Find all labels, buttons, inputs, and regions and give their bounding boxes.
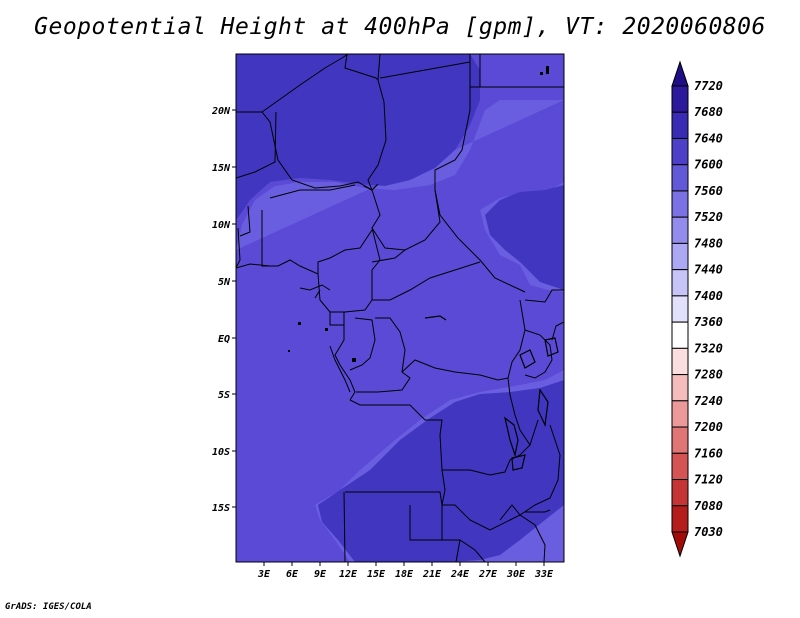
- colorbar-label: 7600: [694, 158, 723, 172]
- y-tick-label: 5S: [218, 390, 230, 401]
- axis-ticks: [232, 109, 545, 566]
- geopotential-map: [236, 54, 564, 562]
- islands: [288, 66, 549, 362]
- colorbar-segment: [671, 505, 689, 533]
- colorbar-segment: [671, 269, 689, 297]
- colorbar-segment: [671, 60, 689, 87]
- credit-label: GrADS: IGES/COLA: [5, 602, 92, 612]
- y-tick-label: 10S: [212, 447, 230, 458]
- colorbar-segment: [671, 295, 689, 323]
- colorbar-label: 7680: [694, 105, 723, 119]
- colorbar-segment: [671, 400, 689, 428]
- y-tick-label: 20N: [211, 106, 231, 117]
- y-tick-label: EQ: [218, 334, 230, 345]
- colorbar-segment: [671, 190, 689, 218]
- colorbar-label: 7560: [694, 184, 723, 198]
- y-tick-label: 15N: [212, 163, 231, 174]
- y-tick-label: 15S: [212, 503, 230, 514]
- x-tick-label: 27E: [478, 569, 498, 580]
- x-tick-label: 33E: [534, 569, 554, 580]
- colorbar-label: 7400: [694, 289, 723, 303]
- map-frame: [235, 53, 565, 563]
- lakes: [363, 183, 559, 471]
- colorbar-segment: [671, 479, 689, 507]
- colorbar-segment: [671, 111, 689, 139]
- colorbar-label: 7120: [694, 473, 723, 487]
- x-tick-label: 6E: [286, 569, 299, 580]
- x-tick-label: 21E: [422, 569, 442, 580]
- x-tick-label: 18E: [395, 569, 414, 580]
- colorbar-segment: [671, 347, 689, 376]
- colorbar: 7720 7680 7640 7600 7560 7520 7480 7440 7400 7360…: [671, 60, 723, 558]
- x-tick-label: 30E: [506, 569, 526, 580]
- y-axis-labels: 20N 15N 10N 5N EQ 5S 10S 15S: [211, 106, 231, 514]
- colorbar-label: 7320: [694, 341, 723, 355]
- height-band-7640-east: [485, 185, 564, 290]
- country-borders: [236, 54, 564, 562]
- x-axis-labels: 3E 6E 9E 12E 15E 18E 21E 24E 27E 30E 33E: [257, 569, 554, 580]
- x-tick-label: 15E: [367, 569, 386, 580]
- x-tick-label: 24E: [450, 569, 470, 580]
- colorbar-label: 7200: [694, 420, 723, 434]
- colorbar-segment: [671, 531, 689, 558]
- colorbar-label: 7520: [694, 210, 723, 224]
- colorbar-label: 7480: [694, 236, 723, 250]
- colorbar-label: 7440: [694, 263, 723, 277]
- colorbar-segment: [671, 85, 689, 113]
- colorbar-label: 7160: [694, 446, 723, 460]
- colorbar-segment: [671, 216, 689, 244]
- colorbar-label: 7240: [694, 394, 723, 408]
- colorbar-label: 7080: [694, 499, 723, 513]
- colorbar-label: 7360: [694, 315, 723, 329]
- colorbar-segment: [671, 374, 689, 402]
- x-tick-label: 12E: [339, 569, 358, 580]
- colorbar-segment: [671, 137, 689, 166]
- x-tick-label: 9E: [314, 569, 327, 580]
- colorbar-label: 7280: [694, 368, 723, 382]
- colorbar-label: 7030: [694, 525, 723, 539]
- map-title: Geopotential Height at 400hPa [gpm], VT:…: [34, 14, 766, 40]
- y-tick-label: 10N: [212, 220, 231, 231]
- colorbar-segment: [671, 426, 689, 454]
- height-band-7600: [236, 54, 564, 562]
- y-tick-label: 5N: [218, 277, 231, 288]
- colorbar-label: 7640: [694, 131, 723, 145]
- colorbar-label: 7720: [694, 79, 723, 93]
- x-tick-label: 3E: [257, 569, 271, 580]
- colorbar-segment: [671, 321, 689, 349]
- colorbar-segment: [671, 452, 689, 481]
- colorbar-segment: [671, 242, 689, 271]
- colorbar-segment: [671, 164, 689, 192]
- height-band-7640-north: [236, 54, 480, 220]
